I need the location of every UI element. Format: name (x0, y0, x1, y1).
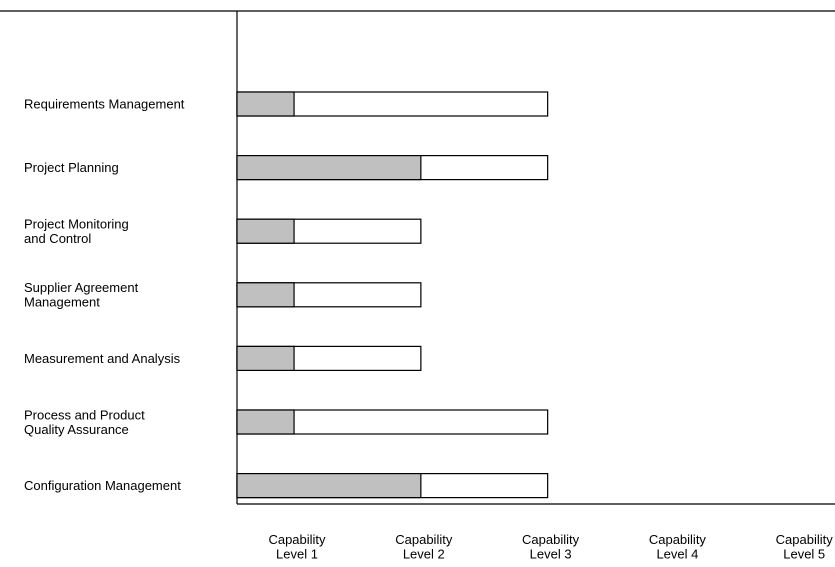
x-tick-label-4-line-2: Level 4 (656, 547, 698, 562)
category-label-7: Configuration Management (24, 478, 181, 493)
category-label-5: Measurement and Analysis (24, 351, 181, 366)
bar-series-1-row-1 (236, 91, 295, 117)
category-label-6-line-1: Process and Product (24, 407, 145, 422)
bar-series-1-row-5 (236, 345, 295, 371)
x-tick-label-2-line-1: Capability (395, 532, 453, 547)
category-label-4-line-2: Management (24, 295, 100, 310)
x-tick-label-4-line-1: Capability (649, 532, 707, 547)
bar-series-1-row-4 (236, 282, 295, 308)
x-tick-label-3-line-1: Capability (522, 532, 580, 547)
bar-series-1-row-3 (236, 218, 295, 244)
bar-series-1-row-2 (236, 155, 422, 181)
category-label-3-line-1: Project Monitoring (24, 216, 129, 231)
x-tick-label-2-line-2: Level 2 (403, 547, 445, 562)
category-label-6-line-2: Quality Assurance (24, 422, 129, 437)
bar-series-1-row-7 (236, 473, 422, 499)
x-tick-label-5-line-2: Level 5 (783, 547, 825, 562)
category-label-1: Requirements Management (24, 97, 185, 112)
x-tick-label-3-line-2: Level 3 (530, 547, 572, 562)
category-label-2: Project Planning (24, 160, 119, 175)
category-label-4-line-1: Supplier Agreement (24, 280, 139, 295)
category-label-3-line-2: and Control (24, 231, 91, 246)
x-tick-label-1-line-1: Capability (268, 532, 326, 547)
chart-bars (236, 91, 549, 499)
x-tick-label-5-line-1: Capability (776, 532, 834, 547)
x-tick-label-1-line-2: Level 1 (276, 547, 318, 562)
chart-labels: Requirements Management Project Planning P… (24, 97, 833, 562)
bar-series-1-row-6 (236, 409, 295, 435)
